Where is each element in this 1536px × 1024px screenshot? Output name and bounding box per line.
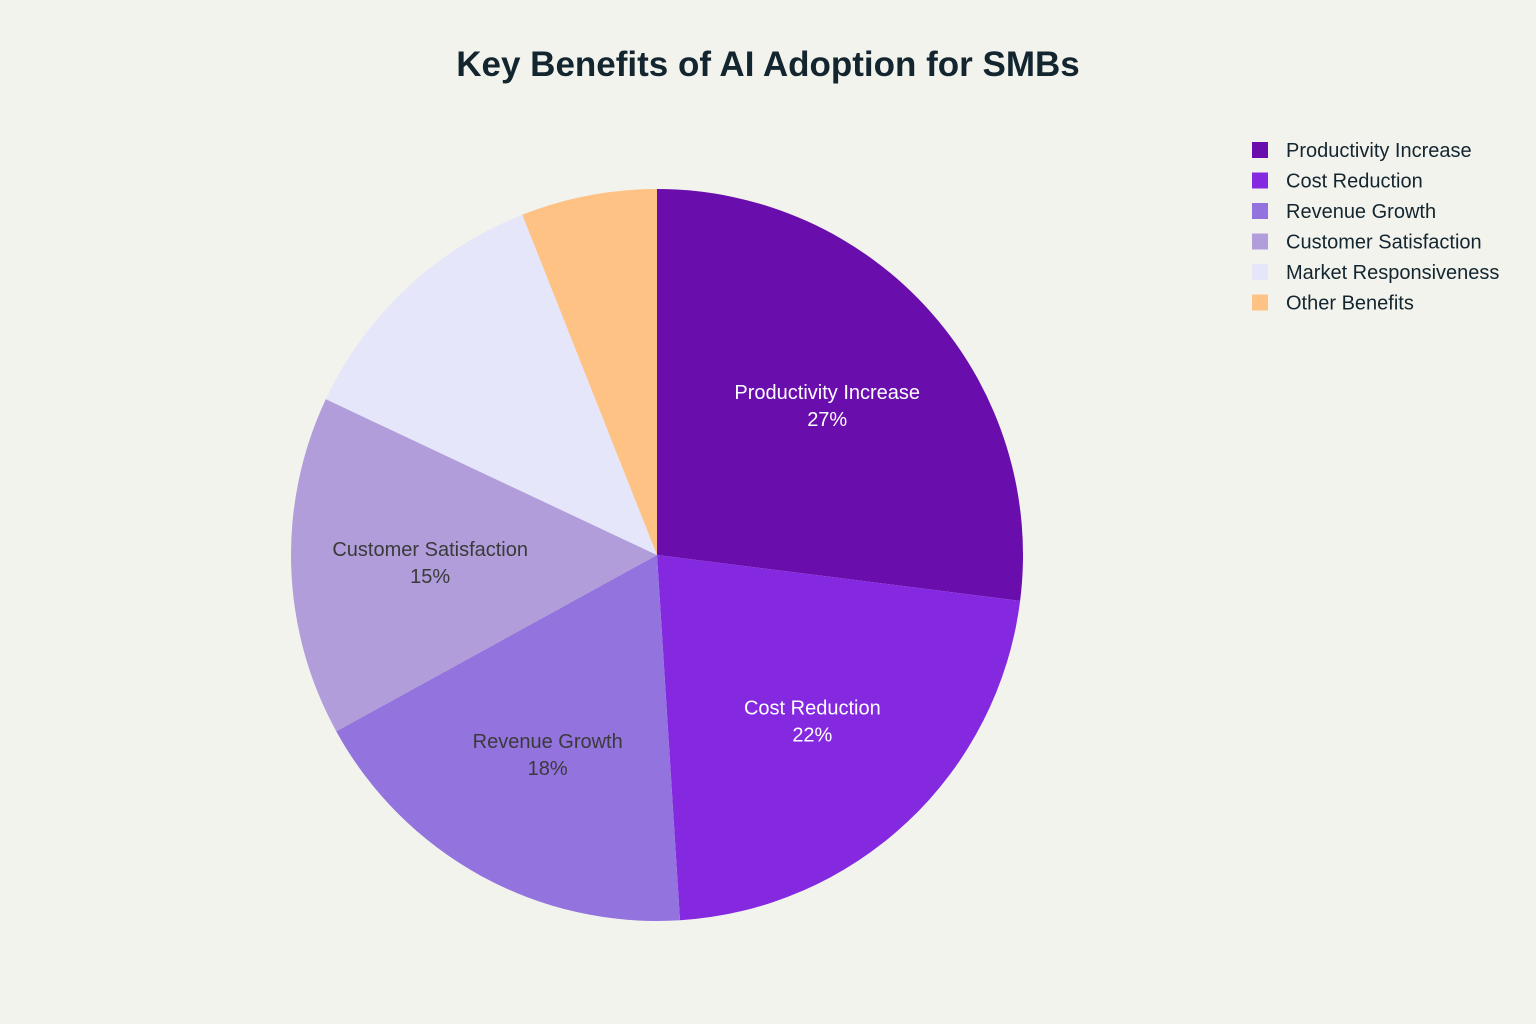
- legend-item-market-responsiveness[interactable]: Market Responsiveness: [1252, 262, 1499, 284]
- legend-label-customer-satisfaction: Customer Satisfaction: [1286, 232, 1482, 254]
- pie-slice-productivity-increase: [657, 189, 1023, 601]
- pie-slice-revenue-growth: [336, 555, 680, 921]
- legend-swatch-revenue-growth: [1252, 203, 1268, 219]
- pie-slice-cost-reduction: [657, 555, 1021, 921]
- slice-percent-customer-satisfaction: 15%: [410, 566, 450, 588]
- legend-label-revenue-growth: Revenue Growth: [1286, 201, 1436, 223]
- pie-slices: [291, 189, 1023, 921]
- pie-slice-customer-satisfaction: [291, 399, 657, 732]
- pie-labels: Productivity Increase 27% Cost Reduction 22…: [332, 382, 920, 780]
- legend-label-market-responsiveness: Market Responsiveness: [1286, 262, 1499, 284]
- slice-label-cost-reduction: Cost Reduction: [744, 697, 881, 719]
- legend-swatch-market-responsiveness: [1252, 264, 1268, 280]
- legend-swatch-productivity-increase: [1252, 142, 1268, 158]
- legend-swatch-other-benefits: [1252, 294, 1268, 311]
- slice-label-customer-satisfaction: Customer Satisfaction: [332, 539, 528, 561]
- legend-item-productivity-increase[interactable]: Productivity Increase: [1252, 140, 1472, 162]
- slice-label-productivity-increase: Productivity Increase: [734, 382, 920, 404]
- legend-item-customer-satisfaction[interactable]: Customer Satisfaction: [1252, 232, 1482, 254]
- slice-percent-cost-reduction: 22%: [792, 724, 832, 746]
- pie-slice-other-benefits: [522, 189, 657, 555]
- legend-item-cost-reduction[interactable]: Cost Reduction: [1252, 171, 1423, 193]
- slice-percent-productivity-increase: 27%: [807, 409, 847, 431]
- legend-label-productivity-increase: Productivity Increase: [1286, 140, 1472, 162]
- pie-slice-market-responsiveness: [325, 214, 657, 555]
- chart-title: Key Benefits of AI Adoption for SMBs: [456, 45, 1080, 84]
- legend-swatch-cost-reduction: [1252, 172, 1268, 189]
- slice-label-revenue-growth: Revenue Growth: [473, 731, 623, 753]
- legend-item-other-benefits[interactable]: Other Benefits: [1252, 293, 1414, 315]
- slice-percent-revenue-growth: 18%: [528, 758, 568, 780]
- legend-swatch-customer-satisfaction: [1252, 233, 1268, 250]
- legend-item-revenue-growth[interactable]: Revenue Growth: [1252, 201, 1436, 223]
- legend: Productivity Increase Cost Reduction Reven…: [1252, 140, 1499, 315]
- legend-label-cost-reduction: Cost Reduction: [1286, 171, 1423, 193]
- legend-label-other-benefits: Other Benefits: [1286, 293, 1414, 315]
